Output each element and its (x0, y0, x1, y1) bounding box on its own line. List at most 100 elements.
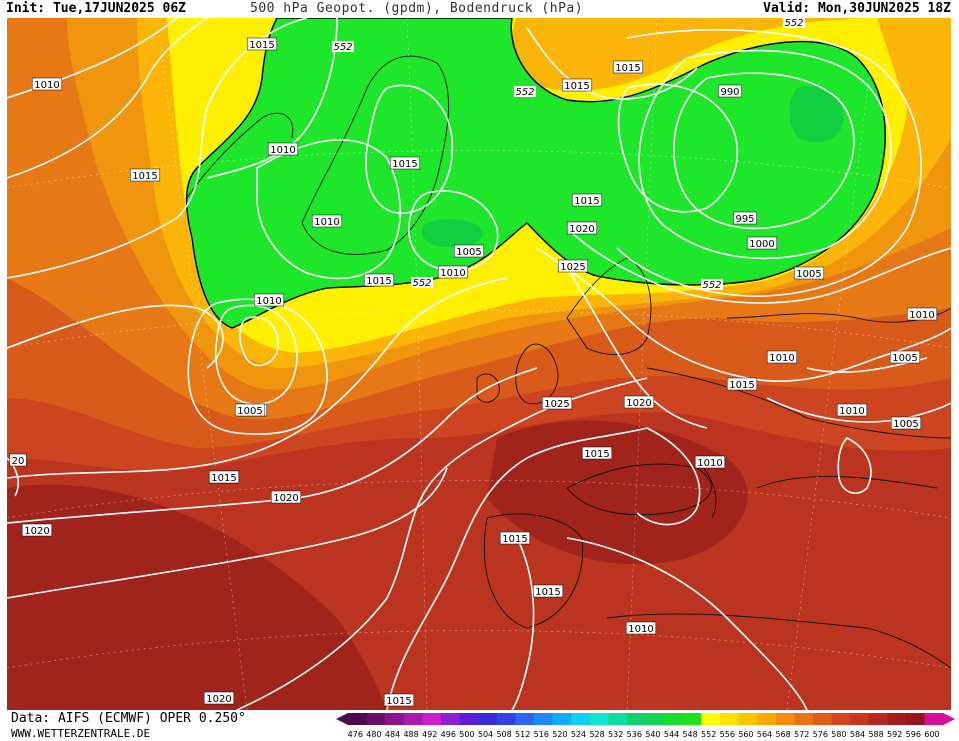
svg-text:20: 20 (12, 456, 25, 467)
legend-swatch (850, 713, 870, 725)
isobar-label: 1010 (311, 214, 343, 228)
isobar-label: 1010 (766, 350, 798, 364)
data-source: Data: AIFS (ECMWF) OPER 0.250° (11, 711, 246, 726)
legend-swatch (757, 713, 777, 725)
isobar-label: 1015 (389, 156, 421, 170)
legend-swatch (403, 713, 423, 725)
legend-tick-label: 528 (589, 730, 604, 739)
geopotential-deep-trough (789, 86, 844, 143)
isobar-label: 995 (733, 211, 757, 225)
legend-swatch (720, 713, 740, 725)
svg-text:1015: 1015 (729, 380, 754, 391)
isobar-label: 1015 (612, 60, 644, 74)
isobar-label: 1020 (270, 490, 302, 504)
height-label: 552 (514, 86, 536, 98)
legend-tick-label: 504 (478, 730, 493, 739)
legend-swatch (887, 713, 907, 725)
legend-tick-label: 536 (627, 730, 642, 739)
init-time: Init: Tue,17JUN2025 06Z (6, 1, 187, 16)
svg-text:990: 990 (720, 87, 739, 98)
svg-text:1010: 1010 (769, 353, 794, 364)
svg-text:1015: 1015 (584, 449, 609, 460)
legend-tick-label: 556 (720, 730, 735, 739)
legend-tick-label: 524 (571, 730, 586, 739)
height-label: 552 (783, 18, 805, 29)
svg-text:552: 552 (333, 42, 352, 53)
svg-text:1015: 1015 (249, 40, 274, 51)
legend-tick-label: 512 (515, 730, 530, 739)
legend-tick-label: 480 (366, 730, 381, 739)
svg-text:1010: 1010 (34, 80, 59, 91)
svg-text:552: 552 (784, 18, 803, 29)
legend-tick-label: 492 (422, 730, 437, 739)
weather-map: 1010 1015 1010 1015 1015 1010 1015 1010 1005 1010… (7, 18, 951, 710)
legend-swatch (701, 713, 721, 725)
legend-tick-label: 532 (608, 730, 623, 739)
isobar-label: 1015 (499, 531, 531, 545)
isobar-label: 1015 (581, 446, 613, 460)
height-labels: 552 552 552 552 552 (332, 18, 805, 291)
svg-text:552: 552 (412, 278, 431, 289)
legend-tick-label: 576 (813, 730, 828, 739)
isobar-label: 1010 (253, 293, 285, 307)
chart-title: 500 hPa Geopot. (gpdm), Bodendruck (hPa) (250, 1, 584, 16)
legend-tick-label: 584 (850, 730, 865, 739)
svg-text:1005: 1005 (237, 406, 262, 417)
svg-text:1015: 1015 (502, 534, 527, 545)
svg-text:1005: 1005 (456, 247, 481, 258)
svg-text:1010: 1010 (270, 145, 295, 156)
isobar-label: 1005 (890, 416, 922, 430)
legend-swatch (534, 713, 554, 725)
legend-swatch (608, 713, 628, 725)
isobar-label: 1015 (561, 78, 593, 92)
geopotential-ridge-sw (7, 484, 387, 710)
isobar-label: 1015 (208, 470, 240, 484)
legend-tick-label: 484 (385, 730, 400, 739)
isobar-label: 1005 (889, 350, 921, 364)
isobar-labels: 1010 1015 1010 1015 1015 1010 1015 1010 1005 1010… (9, 37, 938, 707)
website-credit[interactable]: WWW.WETTERZENTRALE.DE (11, 727, 151, 740)
isobar-label: 1015 (571, 193, 603, 207)
isobar-label: 1005 (234, 403, 266, 417)
geopotential-deep-trough-2 (421, 219, 483, 248)
legend-tick-label: 552 (701, 730, 716, 739)
svg-text:1015: 1015 (564, 81, 589, 92)
legend-swatch (906, 713, 926, 725)
isobar-label: 1020 (566, 221, 598, 235)
legend-tick-label: 572 (794, 730, 809, 739)
svg-text:1005: 1005 (892, 353, 917, 364)
legend-swatch (682, 713, 702, 725)
legend-tick-label: 508 (496, 730, 511, 739)
legend-tick-label: 564 (757, 730, 772, 739)
isobar-label: 1010 (625, 621, 657, 635)
svg-text:1025: 1025 (544, 399, 569, 410)
coastlines (186, 55, 951, 669)
svg-text:552: 552 (702, 280, 721, 291)
legend-tick-label: 540 (645, 730, 660, 739)
svg-text:1015: 1015 (574, 196, 599, 207)
height-label: 552 (411, 277, 433, 289)
isobar-label: 1015 (129, 168, 161, 182)
legend-tick-label: 560 (738, 730, 753, 739)
isobar-label: 1020 (203, 691, 235, 705)
isobar-label: 1015 (246, 37, 278, 51)
legend-arrow-low (336, 713, 348, 725)
isobar-label: 1025 (541, 396, 573, 410)
legend-swatch (459, 713, 479, 725)
svg-text:1005: 1005 (893, 419, 918, 430)
legend-swatch (831, 713, 851, 725)
svg-text:1010: 1010 (839, 406, 864, 417)
svg-text:1015: 1015 (132, 171, 157, 182)
geopotential-ridge-central (487, 420, 748, 565)
svg-text:1015: 1015 (366, 276, 391, 287)
legend-swatch (794, 713, 814, 725)
isobar-label: 1010 (836, 403, 868, 417)
legend-tick-label: 496 (441, 730, 456, 739)
isobar-label: 1015 (532, 584, 564, 598)
svg-text:1010: 1010 (314, 217, 339, 228)
isobar-label: 1010 (267, 142, 299, 156)
legend-swatch (515, 713, 535, 725)
svg-text:1020: 1020 (273, 493, 298, 504)
svg-text:1000: 1000 (749, 239, 774, 250)
legend-tick-label: 596 (906, 730, 921, 739)
